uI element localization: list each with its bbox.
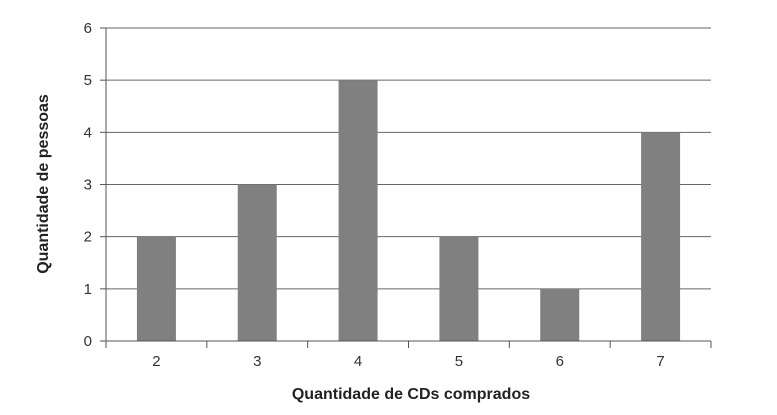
y-tick-label: 0 <box>84 333 92 350</box>
x-tick-label: 4 <box>354 353 362 370</box>
x-tick-label: 5 <box>455 353 463 370</box>
bar-4 <box>338 80 378 342</box>
y-tick-label: 1 <box>84 281 92 298</box>
y-tick-label: 2 <box>84 229 92 246</box>
bars <box>136 80 681 342</box>
y-tick-label: 4 <box>84 124 92 141</box>
axes <box>100 27 712 348</box>
x-tick-label: 7 <box>656 353 664 370</box>
bar-3 <box>237 184 277 341</box>
y-tick-label: 6 <box>84 20 92 37</box>
bar-5 <box>439 236 479 341</box>
x-tick-label: 6 <box>556 353 564 370</box>
x-tick-label: 3 <box>253 353 261 370</box>
x-tick-label: 2 <box>152 353 160 370</box>
tick-labels: 0 1 2 3 4 5 6 2 3 4 5 6 7 <box>84 20 665 370</box>
bar-6 <box>540 288 580 341</box>
grid-lines <box>106 27 711 290</box>
y-axis-title: Quantidade de pessoas <box>35 94 52 274</box>
bar-7 <box>641 132 681 341</box>
x-axis-title: Quantidade de CDs comprados <box>292 386 530 403</box>
y-tick-label: 3 <box>84 177 92 194</box>
y-tick-label: 5 <box>84 72 92 89</box>
bar-2 <box>136 236 176 341</box>
